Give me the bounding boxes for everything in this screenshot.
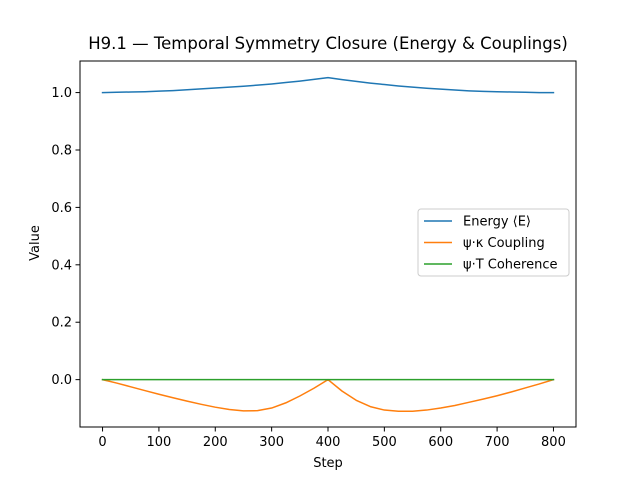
y-tick-label: 0.2 bbox=[51, 316, 72, 331]
series-layer bbox=[101, 76, 555, 412]
x-tick-label: 400 bbox=[316, 435, 341, 450]
x-tick-label: 700 bbox=[485, 435, 510, 450]
x-axis-label: Step bbox=[313, 456, 343, 471]
x-tick-label: 600 bbox=[428, 435, 453, 450]
legend-entry-label: Energy ⟨E⟩ bbox=[463, 215, 531, 230]
y-axis-label: Value bbox=[28, 225, 43, 261]
y-tick-label: 0.6 bbox=[51, 201, 72, 216]
x-axis-ticks: 0 100 200 300 400 500 600 700 800 bbox=[98, 427, 566, 450]
series-line-energy-e bbox=[101, 76, 555, 94]
legend-box bbox=[417, 208, 570, 277]
y-tick-label: 0.8 bbox=[51, 143, 72, 158]
x-tick-label: 0 bbox=[98, 435, 106, 450]
y-tick-label: 0.4 bbox=[51, 258, 72, 273]
y-tick-label: 1.0 bbox=[51, 86, 72, 101]
x-tick-label: 500 bbox=[372, 435, 397, 450]
y-axis-ticks: 0.0 0.2 0.4 0.6 0.8 1.0 bbox=[51, 86, 80, 388]
legend-entry-label: ψ·κ Coupling bbox=[463, 236, 545, 251]
x-tick-label: 100 bbox=[146, 435, 171, 450]
chart-title: H9.1 — Temporal Symmetry Closure (Energy… bbox=[88, 34, 568, 53]
x-tick-label: 800 bbox=[541, 435, 566, 450]
legend: Energy ⟨E⟩ ψ·κ Coupling ψ·T Coherence bbox=[417, 208, 570, 277]
y-tick-label: 0.0 bbox=[51, 373, 72, 388]
x-tick-label: 300 bbox=[259, 435, 284, 450]
x-tick-label: 200 bbox=[203, 435, 228, 450]
legend-entry-label: ψ·T Coherence bbox=[463, 258, 558, 273]
